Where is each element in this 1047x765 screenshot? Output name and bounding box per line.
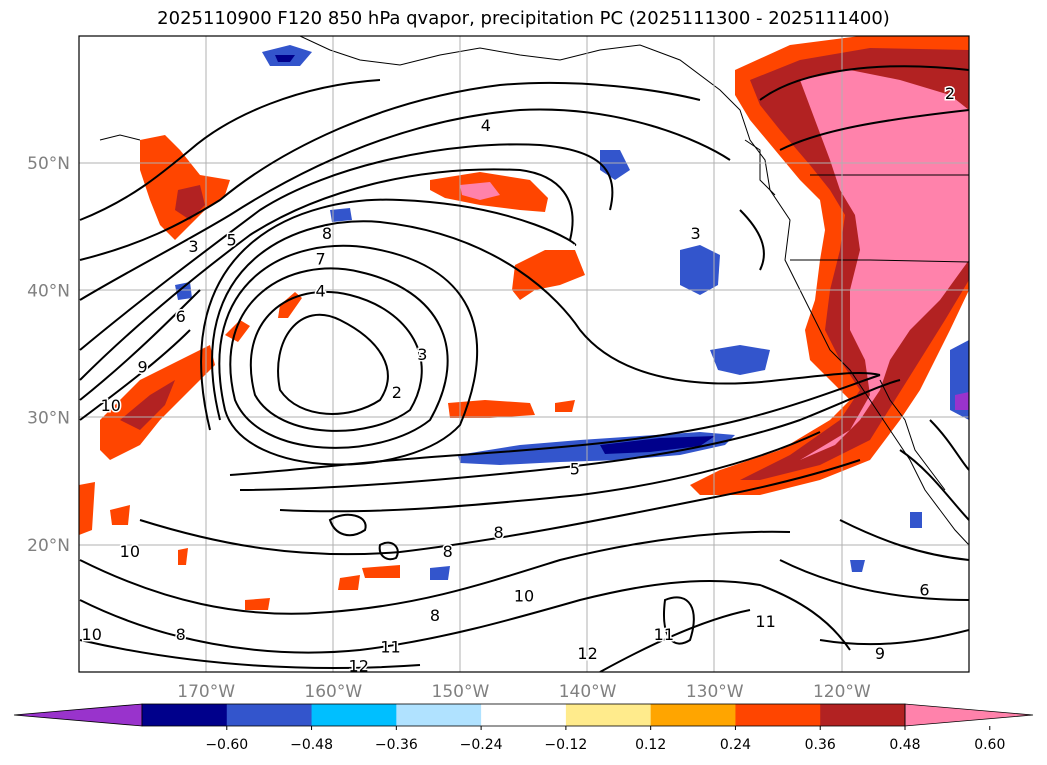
contour-label: 3 (691, 224, 701, 243)
precip-negative-shading (175, 45, 969, 580)
colorbar-bin (311, 704, 397, 726)
colorbar-tick-label: 0.36 (805, 737, 836, 753)
colorbar-tick-label: 0.48 (889, 737, 920, 753)
colorbar-extend-min (13, 703, 143, 727)
contour-label: 3 (417, 345, 427, 364)
lat-label: 20°N (27, 536, 70, 556)
latitude-labels: 50°N 40°N 30°N 20°N (27, 154, 70, 556)
contour-label: 2 (392, 383, 402, 402)
colorbar-extend-max (904, 703, 1034, 727)
colorbar-bin (481, 704, 567, 726)
contour-label: 9 (137, 358, 147, 377)
contour-label: 6 (176, 307, 186, 326)
longitude-labels: 170°W 160°W 150°W 140°W 130°W 120°W (177, 682, 871, 702)
colorbar-tick-label: −0.48 (290, 737, 333, 753)
map-frame (78, 35, 970, 673)
lat-label: 40°N (27, 281, 70, 301)
figure-title: 2025110900 F120 850 hPa qvapor, precipit… (157, 8, 890, 29)
colorbar-bin (650, 704, 736, 726)
colorbar-tick-label: 0.60 (974, 737, 1005, 753)
coastlines (99, 36, 969, 546)
lon-label: 140°W (559, 682, 617, 702)
qvapor-contours (79, 65, 969, 672)
contour-label: 11 (380, 638, 400, 657)
contour-label: 4 (315, 281, 325, 300)
colorbar-tick-label: 0.12 (635, 737, 666, 753)
colorbar-bin (142, 704, 228, 726)
lon-label: 130°W (686, 682, 744, 702)
colorbar-tick-label: −0.12 (544, 737, 587, 753)
contour-label: 10 (120, 542, 140, 561)
colorbar: −0.60 −0.48 −0.36 −0.24 −0.12 0.12 0.24 0.36 0.4… (13, 703, 1034, 753)
colorbar-outline (141, 703, 906, 727)
contour-label: 4 (481, 116, 491, 135)
colorbar-bin (226, 704, 313, 726)
colorbar-ticks: −0.60 −0.48 −0.36 −0.24 −0.12 0.12 0.24 0.36 0.4… (205, 726, 1005, 753)
colorbar-bin (820, 704, 906, 726)
colorbar-tick-label: −0.60 (205, 737, 248, 753)
lon-label: 120°W (813, 682, 871, 702)
lon-label: 160°W (304, 682, 362, 702)
colorbar-tick-label: −0.36 (375, 737, 418, 753)
contour-label: 8 (176, 625, 186, 644)
lon-label: 150°W (432, 682, 490, 702)
contour-label: 8 (493, 523, 503, 542)
contour-label: 11 (654, 625, 674, 644)
colorbar-bin (396, 704, 482, 726)
contour-label: 12 (349, 657, 369, 676)
contour-label: 8 (443, 542, 453, 561)
contour-label: 8 (322, 224, 332, 243)
contour-label: 3 (188, 237, 198, 256)
colorbar-bins (13, 703, 1034, 727)
contour-label: 6 (919, 580, 929, 599)
colorbar-bin (735, 704, 821, 726)
contour-label: 10 (514, 587, 534, 606)
contour-label: 5 (226, 231, 236, 250)
colorbar-tick-label: −0.24 (460, 737, 503, 753)
lon-label: 170°W (177, 682, 235, 702)
contour-label: 8 (430, 606, 440, 625)
contour-label: 9 (875, 644, 885, 663)
colorbar-tick-label: 0.24 (720, 737, 751, 753)
colorbar-bin (565, 704, 652, 726)
contour-label: 12 (577, 644, 597, 663)
contour-label: 10 (101, 396, 121, 415)
contour-label: 7 (315, 250, 325, 269)
lat-label: 50°N (27, 154, 70, 174)
contour-label: 2 (945, 84, 955, 103)
lat-label: 30°N (27, 409, 70, 429)
contour-label: 11 (755, 612, 775, 631)
contour-label: 5 (570, 459, 580, 478)
contour-label: 10 (82, 625, 102, 644)
